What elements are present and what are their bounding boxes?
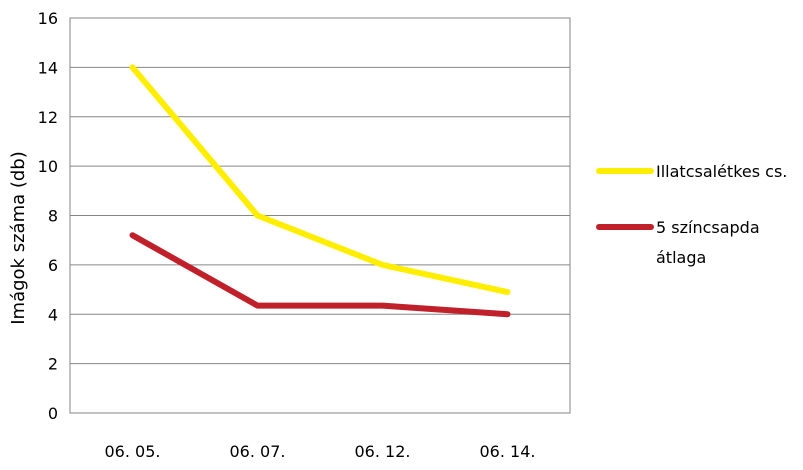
y-tick-label: 6 [48, 256, 58, 275]
series-line [129, 232, 511, 318]
series-lines [129, 64, 511, 318]
y-tick-label: 4 [48, 305, 58, 324]
y-tick-label: 0 [48, 404, 58, 423]
legend-item: Illatcsalétkes cs. [596, 162, 787, 181]
y-tick-label: 8 [48, 207, 58, 226]
legend-label: átlaga [656, 248, 706, 267]
gridlines [70, 17, 570, 414]
x-tick-label: 06. 05. [105, 442, 161, 461]
legend-label: Illatcsalétkes cs. [656, 162, 787, 181]
x-axis-ticks: 06. 05. 06. 07. 06. 12. 06. 14. [105, 442, 536, 461]
x-tick-label: 06. 12. [355, 442, 411, 461]
y-axis-ticks: 0 2 4 6 8 10 12 14 16 [38, 9, 58, 423]
legend: Illatcsalétkes cs. 5 színcsapda átlaga [596, 162, 787, 267]
plot-area [69, 17, 571, 414]
series-line [129, 64, 511, 296]
x-tick-label: 06. 14. [480, 442, 536, 461]
legend-label: 5 színcsapda [656, 218, 760, 237]
plot-frame [69, 17, 571, 414]
legend-item: 5 színcsapda átlaga [596, 218, 760, 267]
y-tick-label: 2 [48, 355, 58, 374]
y-tick-label: 12 [38, 108, 58, 127]
y-tick-label: 16 [38, 9, 58, 28]
y-tick-label: 10 [38, 157, 58, 176]
x-tick-label: 06. 07. [230, 442, 286, 461]
y-axis-title: Imágok száma (db) [8, 151, 29, 325]
y-tick-label: 14 [38, 58, 58, 77]
